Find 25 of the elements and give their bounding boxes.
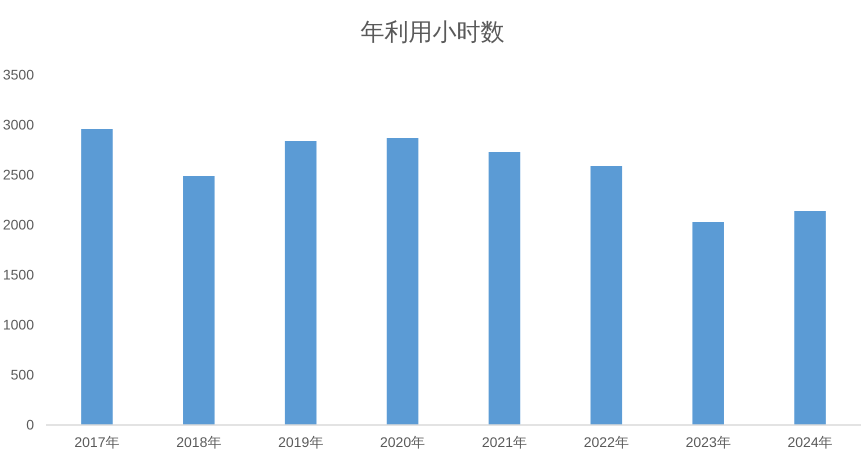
y-tick-label: 2000 (2, 216, 34, 232)
y-tick-label: 3000 (2, 116, 34, 132)
y-tick-label: 2500 (2, 166, 34, 182)
chart-title: 年利用小时数 (360, 19, 504, 46)
x-tick-label: 2023年 (686, 434, 731, 450)
y-tick-label: 3500 (2, 66, 34, 82)
bar (183, 176, 215, 425)
x-tick-label: 2017年 (74, 434, 120, 450)
bar (386, 138, 418, 425)
x-tick-label: 2024年 (787, 434, 833, 450)
x-tick-label: 2019年 (278, 434, 324, 450)
y-tick-label: 1500 (2, 266, 34, 282)
y-tick-label: 1000 (2, 316, 34, 332)
bar (794, 211, 826, 425)
x-tick-label: 2018年 (176, 434, 222, 450)
bar (284, 141, 316, 425)
y-tick-label: 0 (26, 416, 34, 432)
x-tick-label: 2020年 (380, 434, 426, 450)
x-tick-label: 2021年 (482, 434, 528, 450)
y-tick-label: 500 (10, 366, 34, 382)
bar (81, 129, 113, 425)
bar (692, 222, 724, 425)
x-tick-label: 2022年 (584, 434, 629, 450)
bar (488, 152, 520, 425)
bar (590, 166, 622, 425)
